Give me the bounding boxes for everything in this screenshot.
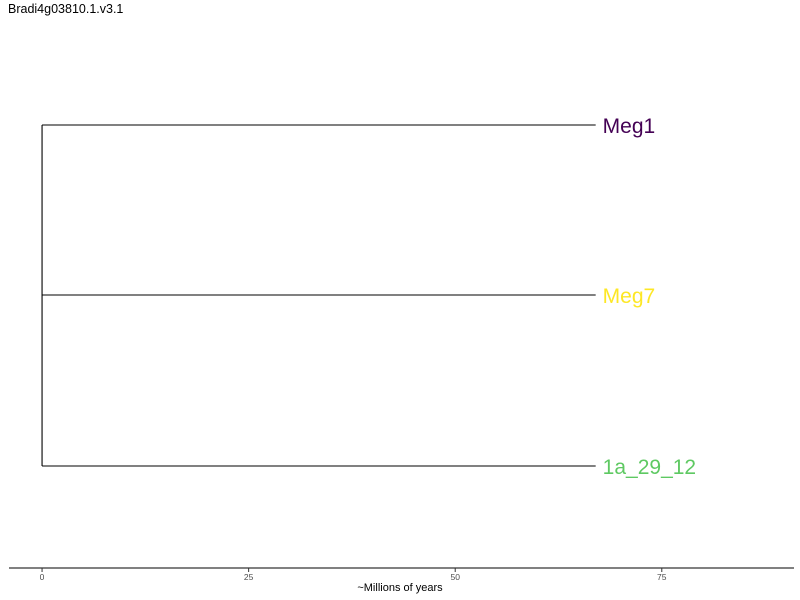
leaf-label-Meg7: Meg7 — [603, 285, 656, 308]
x-tick-label: 50 — [450, 572, 460, 582]
x-tick-label: 75 — [657, 572, 667, 582]
leaf-labels: Meg1 Meg7 1a_29_12 — [603, 115, 696, 479]
leaf-label-Meg1: Meg1 — [603, 115, 656, 138]
x-tick-label: 0 — [40, 572, 45, 582]
leaf-label-1a_29_12: 1a_29_12 — [603, 456, 696, 479]
x-tick-label: 25 — [244, 572, 254, 582]
figure-title: Bradi4g03810.1.v3.1 — [8, 2, 124, 16]
x-axis-title: ~Millions of years — [357, 582, 443, 594]
x-axis: 0 25 50 75 — [9, 567, 794, 582]
tree-branches — [41, 124, 596, 467]
